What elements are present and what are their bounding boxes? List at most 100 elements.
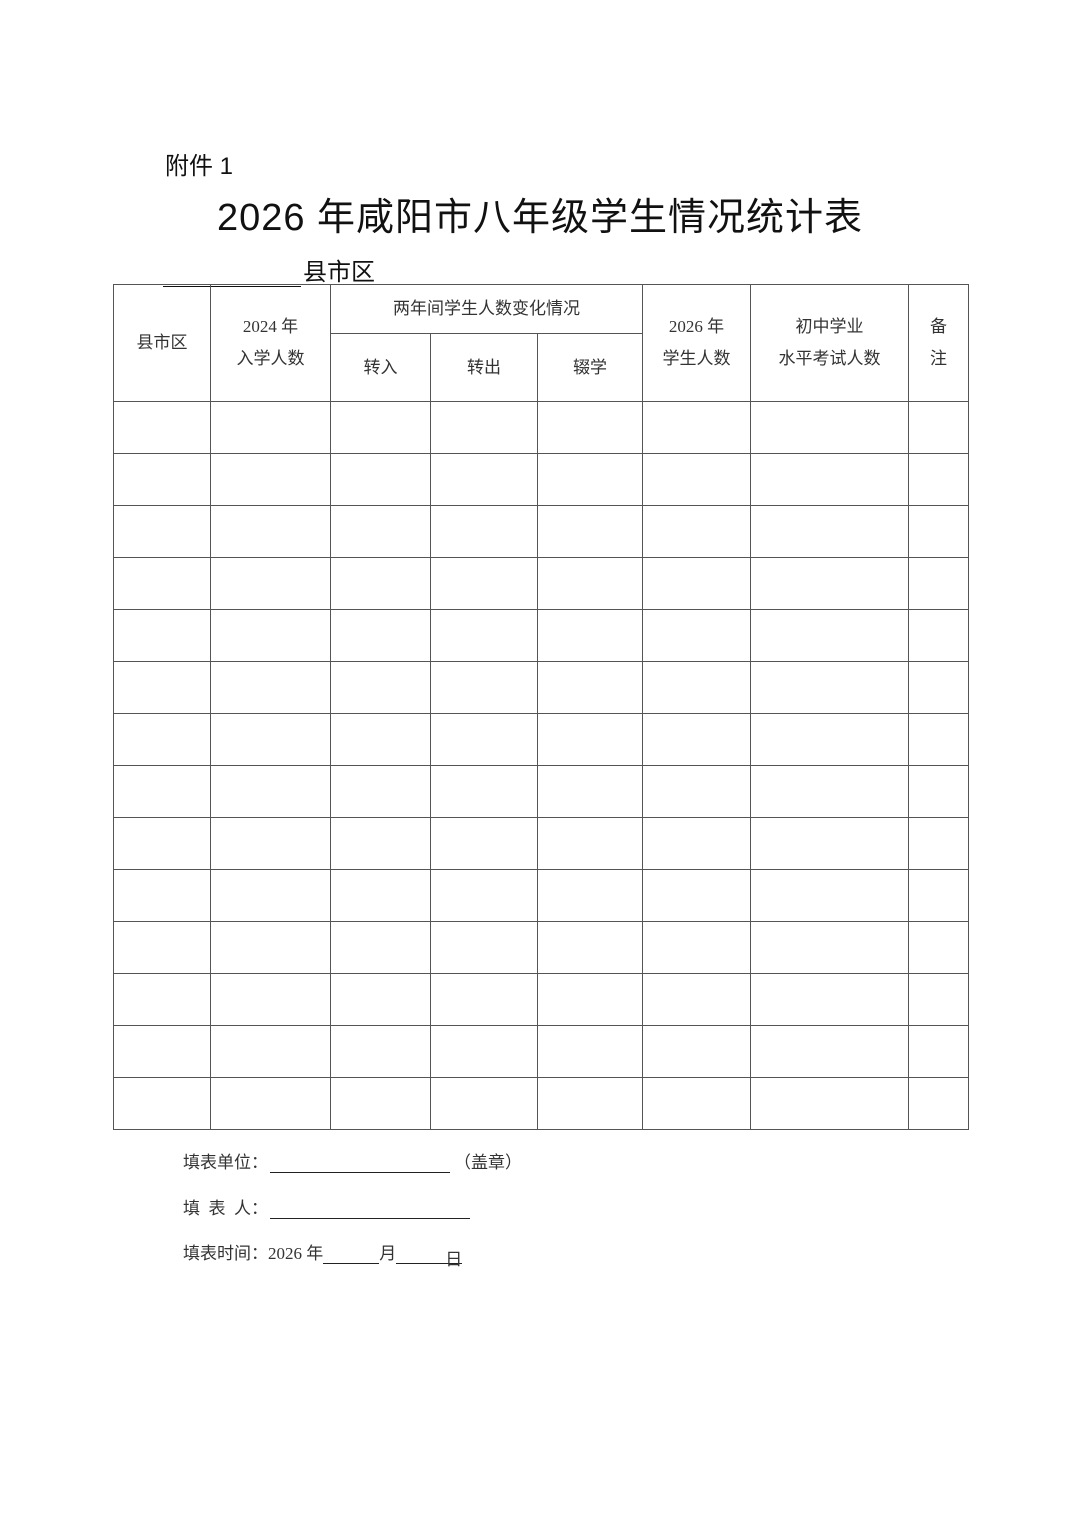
table-cell[interactable] xyxy=(430,765,538,818)
table-cell[interactable] xyxy=(113,817,211,870)
table-cell[interactable] xyxy=(642,869,752,922)
table-cell[interactable] xyxy=(908,921,970,974)
table-cell[interactable] xyxy=(210,453,331,506)
table-cell[interactable] xyxy=(330,713,431,766)
table-cell[interactable] xyxy=(210,713,331,766)
table-cell[interactable] xyxy=(210,505,331,558)
table-cell[interactable] xyxy=(113,557,211,610)
table-cell[interactable] xyxy=(113,453,211,506)
table-cell[interactable] xyxy=(113,609,211,662)
table-cell[interactable] xyxy=(210,765,331,818)
table-cell[interactable] xyxy=(642,609,752,662)
table-cell[interactable] xyxy=(210,661,331,714)
table-cell[interactable] xyxy=(330,973,431,1026)
unit-blank[interactable] xyxy=(270,1154,450,1173)
table-cell[interactable] xyxy=(536,973,644,1026)
table-cell[interactable] xyxy=(430,505,538,558)
table-cell[interactable] xyxy=(750,713,910,766)
table-cell[interactable] xyxy=(750,869,910,922)
month-blank[interactable] xyxy=(323,1245,380,1264)
table-cell[interactable] xyxy=(113,1077,211,1130)
table-cell[interactable] xyxy=(642,765,752,818)
table-cell[interactable] xyxy=(908,557,970,610)
table-cell[interactable] xyxy=(210,921,331,974)
table-cell[interactable] xyxy=(750,401,910,454)
table-cell[interactable] xyxy=(430,1025,538,1078)
table-cell[interactable] xyxy=(908,765,970,818)
table-cell[interactable] xyxy=(210,557,331,610)
table-cell[interactable] xyxy=(750,765,910,818)
table-cell[interactable] xyxy=(113,1025,211,1078)
table-cell[interactable] xyxy=(430,973,538,1026)
table-cell[interactable] xyxy=(536,921,644,974)
table-cell[interactable] xyxy=(642,973,752,1026)
table-cell[interactable] xyxy=(642,713,752,766)
table-cell[interactable] xyxy=(536,661,644,714)
table-cell[interactable] xyxy=(750,1025,910,1078)
table-cell[interactable] xyxy=(642,1025,752,1078)
table-cell[interactable] xyxy=(750,1077,910,1130)
table-cell[interactable] xyxy=(330,765,431,818)
table-cell[interactable] xyxy=(908,1077,970,1130)
table-cell[interactable] xyxy=(113,921,211,974)
table-cell[interactable] xyxy=(750,973,910,1026)
table-cell[interactable] xyxy=(210,609,331,662)
table-cell[interactable] xyxy=(642,817,752,870)
table-cell[interactable] xyxy=(330,401,431,454)
table-cell[interactable] xyxy=(750,817,910,870)
table-cell[interactable] xyxy=(330,609,431,662)
table-cell[interactable] xyxy=(210,817,331,870)
table-cell[interactable] xyxy=(536,713,644,766)
table-cell[interactable] xyxy=(642,661,752,714)
table-cell[interactable] xyxy=(642,557,752,610)
table-cell[interactable] xyxy=(330,869,431,922)
table-cell[interactable] xyxy=(750,609,910,662)
table-cell[interactable] xyxy=(113,765,211,818)
table-cell[interactable] xyxy=(536,1025,644,1078)
table-cell[interactable] xyxy=(750,505,910,558)
table-cell[interactable] xyxy=(113,505,211,558)
filler-blank[interactable] xyxy=(270,1200,470,1219)
table-cell[interactable] xyxy=(330,505,431,558)
table-cell[interactable] xyxy=(430,921,538,974)
table-cell[interactable] xyxy=(536,401,644,454)
table-cell[interactable] xyxy=(113,401,211,454)
table-cell[interactable] xyxy=(330,1025,431,1078)
table-cell[interactable] xyxy=(330,817,431,870)
table-cell[interactable] xyxy=(908,973,970,1026)
table-cell[interactable] xyxy=(113,661,211,714)
table-cell[interactable] xyxy=(430,713,538,766)
table-cell[interactable] xyxy=(750,557,910,610)
table-cell[interactable] xyxy=(750,453,910,506)
table-cell[interactable] xyxy=(908,817,970,870)
table-cell[interactable] xyxy=(908,661,970,714)
table-cell[interactable] xyxy=(210,401,331,454)
table-cell[interactable] xyxy=(430,609,538,662)
table-cell[interactable] xyxy=(430,817,538,870)
day-blank[interactable]: 日 xyxy=(396,1245,463,1269)
table-cell[interactable] xyxy=(210,973,331,1026)
table-cell[interactable] xyxy=(330,557,431,610)
table-cell[interactable] xyxy=(642,1077,752,1130)
table-cell[interactable] xyxy=(210,869,331,922)
table-cell[interactable] xyxy=(536,1077,644,1130)
table-cell[interactable] xyxy=(536,817,644,870)
table-cell[interactable] xyxy=(908,609,970,662)
table-cell[interactable] xyxy=(750,921,910,974)
table-cell[interactable] xyxy=(210,1077,331,1130)
table-cell[interactable] xyxy=(642,921,752,974)
table-cell[interactable] xyxy=(642,505,752,558)
table-cell[interactable] xyxy=(430,401,538,454)
table-cell[interactable] xyxy=(330,1077,431,1130)
table-cell[interactable] xyxy=(430,557,538,610)
table-cell[interactable] xyxy=(113,713,211,766)
table-cell[interactable] xyxy=(908,869,970,922)
table-cell[interactable] xyxy=(536,453,644,506)
table-cell[interactable] xyxy=(642,453,752,506)
table-cell[interactable] xyxy=(750,661,910,714)
table-cell[interactable] xyxy=(908,453,970,506)
table-cell[interactable] xyxy=(113,869,211,922)
table-cell[interactable] xyxy=(430,1077,538,1130)
table-cell[interactable] xyxy=(536,557,644,610)
table-cell[interactable] xyxy=(330,921,431,974)
